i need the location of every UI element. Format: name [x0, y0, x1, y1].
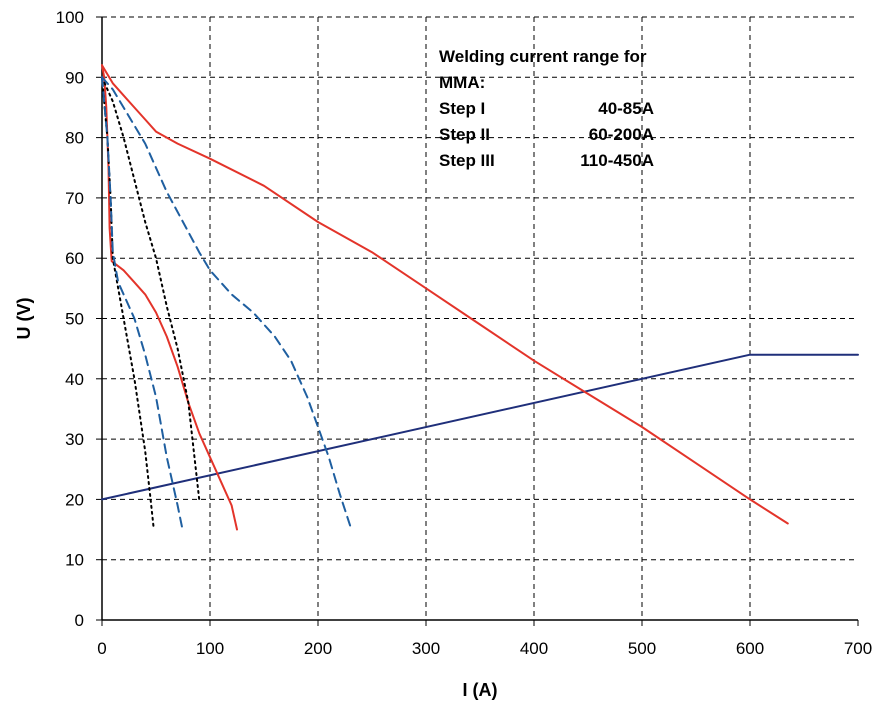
- y-tick-label: 0: [75, 611, 84, 630]
- x-tick-label: 400: [520, 639, 548, 658]
- y-tick-label: 20: [65, 490, 84, 509]
- annotation-label: Step III: [439, 151, 495, 170]
- x-tick-label: 0: [97, 639, 106, 658]
- y-tick-label: 10: [65, 551, 84, 570]
- series-line-3: [101, 64, 789, 525]
- series-line-1: [101, 353, 859, 501]
- annotation-label: Step I: [439, 99, 485, 118]
- annotation-value: 60-200A: [589, 125, 654, 144]
- y-tick-label: 60: [65, 249, 84, 268]
- y-tick-label: 40: [65, 370, 84, 389]
- y-tick-label: 100: [56, 8, 84, 27]
- axes: [96, 16, 859, 626]
- x-tick-label: 100: [196, 639, 224, 658]
- x-axis-title: I (A): [463, 680, 498, 700]
- y-tick-label: 50: [65, 310, 84, 329]
- series-line-5: [101, 76, 201, 501]
- x-tick-label: 700: [844, 639, 872, 658]
- labels: 0 100 200 300 400 500 600 700 0 10 20 30 40 50 60 70 80 9…: [14, 8, 872, 700]
- x-tick-label: 600: [736, 639, 764, 658]
- annotation-box: Welding current range for MMA: Step I 40-85…: [439, 47, 654, 170]
- series-layer: [101, 64, 859, 531]
- series-line-7: [101, 76, 352, 528]
- x-tick-label: 200: [304, 639, 332, 658]
- y-axis-title: U (V): [14, 298, 34, 340]
- y-tick-label: 90: [65, 68, 84, 87]
- x-tick-label: 300: [412, 639, 440, 658]
- annotation-value: 110-450A: [580, 151, 654, 170]
- annotation-value: 40-85A: [598, 99, 654, 118]
- x-tick-label: 500: [628, 639, 656, 658]
- annotation-label: Step II: [439, 125, 490, 144]
- y-tick-label: 30: [65, 430, 84, 449]
- annotation-label: MMA:: [439, 73, 485, 92]
- series-line-6: [101, 76, 183, 528]
- y-tick-label: 80: [65, 129, 84, 148]
- annotation-label: Welding current range for: [439, 47, 647, 66]
- y-tick-label: 70: [65, 189, 84, 208]
